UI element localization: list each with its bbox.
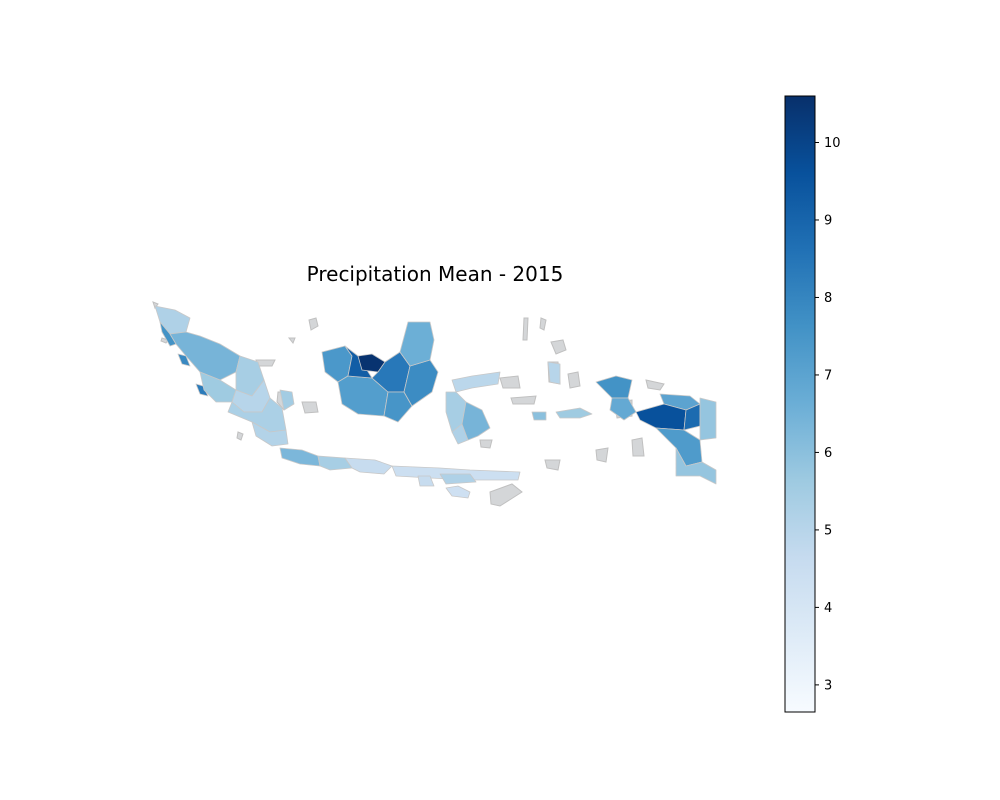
island-outline: [308, 317, 319, 331]
region-halmahera: [547, 361, 561, 385]
region-west-java: [279, 447, 321, 467]
region-aceh-west-coast: [159, 321, 177, 347]
island-outline: [479, 439, 493, 449]
colorbar-gradient: [784, 95, 816, 713]
colorbar-tick-label: 9: [824, 213, 832, 228]
region-sulawesi-north-arm: [451, 371, 501, 393]
region-north-kalimantan: [399, 321, 435, 367]
island-outline: [544, 459, 561, 471]
region-aceh-north: [154, 305, 191, 335]
colorbar-tick-label: 10: [824, 136, 841, 151]
chart-title: Precipitation Mean - 2015: [307, 262, 564, 286]
region-southeast-sulawesi: [461, 401, 491, 441]
region-simeulue: [177, 353, 191, 367]
colorbar-tick-label: 4: [824, 601, 832, 616]
region-south-kalimantan: [383, 391, 413, 423]
colorbar-ticks: 3 4 5 6 7 8 9 10: [815, 136, 841, 693]
region-south-sumatra: [227, 397, 287, 433]
region-merauke: [675, 447, 717, 485]
region-flores: [439, 473, 477, 485]
colorbar-tick-label: 7: [824, 368, 832, 383]
region-bangka-belitung: [279, 389, 295, 411]
island-outline: [301, 401, 319, 414]
region-bintuni: [609, 397, 637, 421]
island-outline: [567, 371, 581, 389]
island-outline: [539, 317, 547, 331]
colorbar-tick-label: 6: [824, 446, 832, 461]
island-outline: [236, 431, 244, 441]
region-lampung: [251, 421, 289, 447]
indonesia-map: [152, 301, 717, 507]
region-buru: [531, 411, 547, 421]
regions: [154, 305, 717, 499]
island-outline: [522, 317, 529, 341]
region-east-java: [344, 457, 393, 475]
colorbar: 3 4 5 6 7 8 9 10: [784, 95, 841, 713]
island-outline: [595, 447, 609, 463]
region-sumba: [417, 475, 435, 487]
colorbar-tick-label: 5: [824, 523, 832, 538]
region-maluku-seram: [555, 407, 593, 419]
island-outline: [287, 337, 296, 344]
island-outline: [499, 375, 521, 389]
island-outline: [550, 339, 567, 355]
colorbar-tick-label: 3: [824, 678, 832, 693]
region-timor: [445, 485, 471, 499]
region-nias: [195, 383, 209, 397]
region-papua-east: [699, 397, 717, 441]
region-west-papua-bird-s-head: [595, 375, 633, 399]
island-outline: [510, 395, 537, 405]
island-outline: [631, 437, 645, 457]
region-central-java: [317, 455, 353, 471]
region-papua-central-highlands: [635, 403, 687, 431]
island-outline: [645, 379, 665, 391]
island-outline: [489, 483, 523, 507]
colorbar-tick-label: 8: [824, 291, 832, 306]
